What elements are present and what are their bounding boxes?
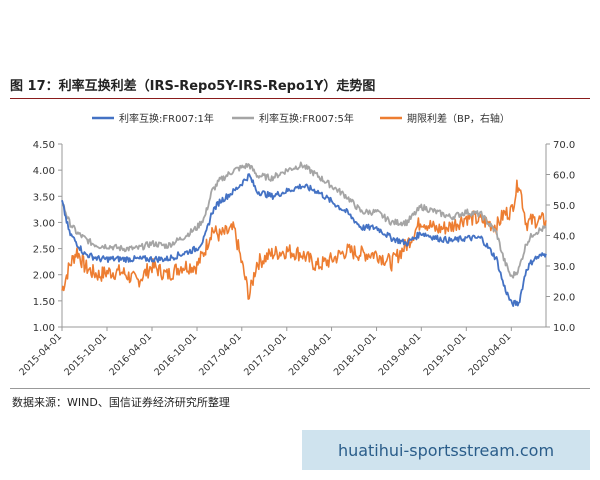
x-tick-label: 2016-10-01 (152, 331, 199, 378)
x-tick-label: 2015-10-01 (62, 331, 109, 378)
series-line-0 (61, 173, 547, 307)
title-rule (10, 98, 590, 99)
left-tick-label: 2.50 (33, 245, 55, 256)
left-tick-label: 3.00 (33, 218, 55, 229)
legend-label: 利率互换:FR007:5年 (259, 112, 354, 125)
right-tick-label: 40.0 (553, 232, 575, 243)
series-line-2 (61, 179, 547, 300)
series-line-1 (61, 161, 547, 279)
right-tick-label: 60.0 (553, 171, 575, 182)
right-tick-label: 70.0 (553, 140, 575, 151)
left-tick-label: 1.00 (33, 323, 55, 334)
x-tick-label: 2015-04-01 (17, 331, 64, 378)
x-tick-label: 2019-10-01 (422, 331, 469, 378)
right-tick-label: 10.0 (553, 323, 575, 334)
left-tick-label: 4.00 (33, 166, 55, 177)
x-tick-label: 2017-10-01 (242, 331, 289, 378)
left-tick-label: 2.00 (33, 271, 55, 282)
x-tick-label: 2019-04-01 (377, 331, 424, 378)
x-tick-label: 2020-04-01 (467, 331, 514, 378)
x-tick-label: 2018-10-01 (332, 331, 379, 378)
left-tick-label: 4.50 (33, 140, 55, 151)
left-tick-label: 1.50 (33, 297, 55, 308)
figure-title: 图 17：利率互换利差（IRS-Repo5Y-IRS-Repo1Y）走势图 (10, 79, 376, 94)
x-tick-label: 2018-04-01 (287, 331, 334, 378)
legend-label: 期限利差（BP，右轴） (407, 112, 510, 125)
left-tick-label: 3.50 (33, 192, 55, 203)
x-tick-label: 2016-04-01 (107, 331, 154, 378)
watermark-banner: huatihui-sportsstream.com (302, 430, 590, 470)
right-tick-label: 20.0 (553, 293, 575, 304)
line-chart: 1.00 1.50 2.00 2.50 3.00 3.50 4.00 4.50 10.0 20.0… (17, 112, 575, 378)
legend-label: 利率互换:FR007:1年 (119, 112, 214, 125)
right-tick-label: 30.0 (553, 262, 575, 273)
source-rule (10, 388, 590, 389)
source-note: 数据来源：WIND、国信证券经济研究所整理 (12, 396, 230, 409)
x-tick-label: 2017-04-01 (197, 331, 244, 378)
right-tick-label: 50.0 (553, 201, 575, 212)
